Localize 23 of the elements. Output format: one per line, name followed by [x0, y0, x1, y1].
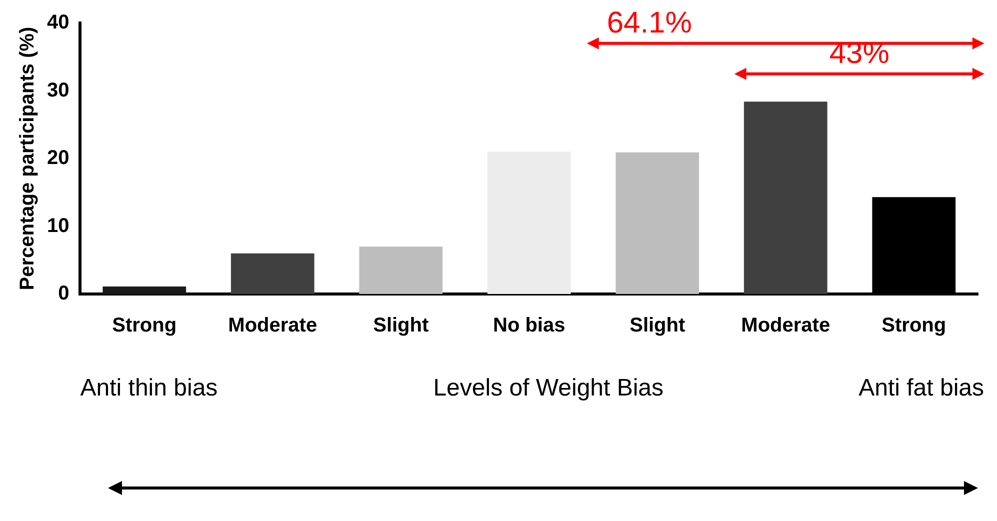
x-tick-label: No bias — [493, 314, 566, 337]
x-tick-label: Slight — [630, 314, 686, 337]
y-axis-title: Percentage participants (%) — [16, 26, 39, 290]
x-tick-label: Slight — [373, 314, 429, 337]
bar — [487, 152, 571, 294]
y-tick-label: 10 — [46, 214, 70, 237]
x-axis-title: Levels of Weight Bias — [433, 374, 664, 402]
text: Anti fat bias — [858, 374, 984, 402]
y-tick-label: 0 — [58, 282, 70, 305]
bar — [616, 152, 700, 294]
x-tick-label: Strong — [112, 314, 177, 337]
bar — [359, 246, 443, 294]
bar — [230, 253, 314, 294]
x-tick-label: Strong — [882, 314, 946, 337]
bar — [102, 286, 186, 294]
x-tick-label: Moderate — [228, 314, 318, 337]
bar — [744, 102, 828, 294]
annotation: 64.1% — [606, 6, 692, 40]
x-tick-label: Moderate — [741, 314, 830, 337]
y-tick-label: 30 — [46, 79, 70, 102]
y-tick-label: 20 — [46, 147, 70, 170]
y-tick-label: 40 — [46, 12, 70, 34]
text: Anti thin bias — [80, 374, 218, 402]
